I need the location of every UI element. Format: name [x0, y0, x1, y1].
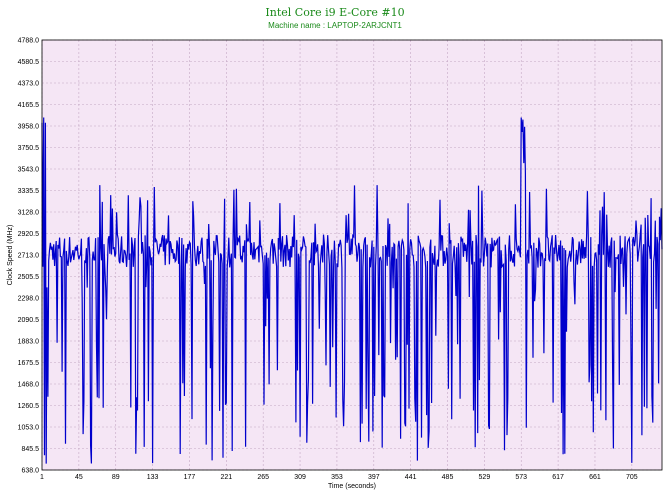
- x-tick-label: 441: [405, 474, 417, 481]
- y-tick-label: 1468.0: [18, 382, 40, 389]
- series-line: [41, 117, 663, 464]
- y-tick-label: 2713.0: [18, 253, 40, 260]
- x-tick-label: 617: [552, 474, 564, 481]
- y-tick-label: 3958.0: [18, 124, 40, 131]
- x-tick-label: 529: [479, 474, 491, 481]
- x-tick-label: 177: [184, 474, 196, 481]
- x-tick-label: 309: [294, 474, 306, 481]
- x-axis-label: Time (seconds): [328, 483, 376, 490]
- y-axis-ticks: 638.0 845.5 1053.0 1260.5 1468.0 1675.5 1883.0…: [18, 38, 40, 475]
- y-axis-label: Clock Speed (MHz): [7, 225, 14, 286]
- y-tick-label: 1053.0: [18, 425, 40, 432]
- y-tick-label: 4165.5: [18, 102, 40, 109]
- y-tick-label: 2505.5: [18, 274, 40, 281]
- x-tick-label: 661: [589, 474, 601, 481]
- chart-subtitle: Machine name : LAPTOP-2ARJCNT1: [268, 21, 402, 30]
- y-tick-label: 2920.5: [18, 231, 40, 238]
- y-tick-label: 1883.0: [18, 339, 40, 346]
- chart-title: Intel Core i9 E-Core #10: [265, 6, 405, 19]
- plot-border: [41, 39, 663, 471]
- x-tick-label: 353: [331, 474, 343, 481]
- y-tick-label: 638.0: [21, 468, 39, 475]
- x-tick-label: 573: [515, 474, 527, 481]
- y-tick-label: 1260.5: [18, 403, 40, 410]
- y-tick-label: 4373.0: [18, 81, 40, 88]
- x-tick-label: 89: [112, 474, 120, 481]
- x-tick-label: 705: [626, 474, 638, 481]
- y-tick-label: 845.5: [21, 446, 39, 453]
- x-tick-label: 133: [147, 474, 159, 481]
- x-tick-label: 221: [220, 474, 232, 481]
- y-tick-label: 3335.5: [18, 188, 40, 195]
- x-tick-label: 45: [75, 474, 83, 481]
- y-tick-label: 2298.0: [18, 296, 40, 303]
- y-tick-label: 3128.0: [18, 210, 40, 217]
- x-tick-label: 1: [40, 474, 44, 481]
- x-tick-label: 397: [368, 474, 380, 481]
- y-tick-label: 4788.0: [18, 38, 40, 45]
- y-tick-label: 1675.5: [18, 360, 40, 367]
- y-tick-label: 4580.5: [18, 59, 40, 66]
- x-axis-ticks: 1 45 89 133 177 221 265 309 353 397 441 485 529 573 61…: [40, 474, 638, 481]
- y-tick-label: 3543.0: [18, 167, 40, 174]
- x-tick-label: 485: [442, 474, 454, 481]
- x-tick-label: 265: [257, 474, 269, 481]
- y-tick-label: 2090.5: [18, 317, 40, 324]
- y-tick-label: 3750.5: [18, 145, 40, 152]
